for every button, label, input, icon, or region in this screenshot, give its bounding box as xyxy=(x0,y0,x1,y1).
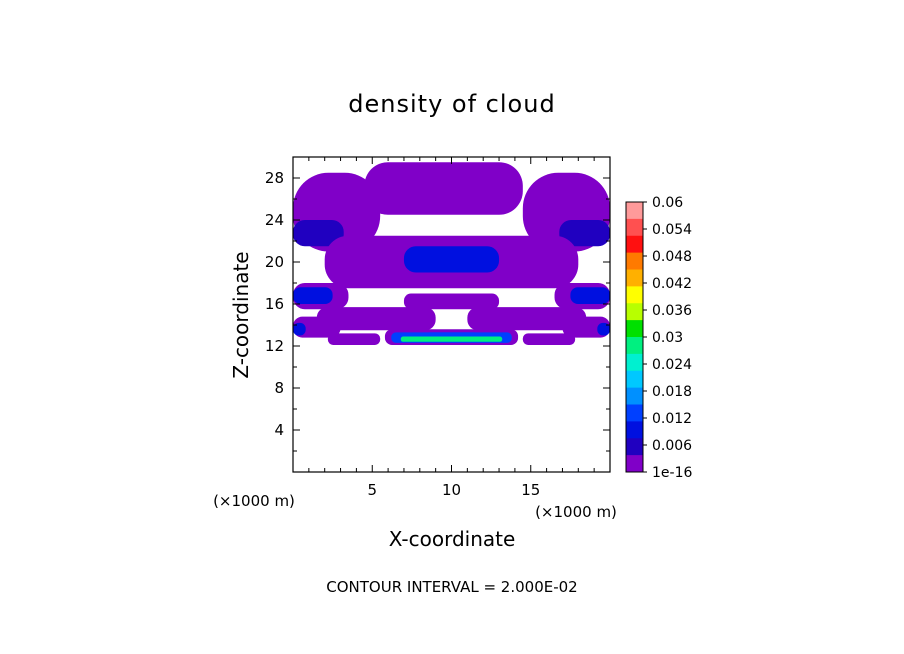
colorbar-label: 0.06 xyxy=(652,195,683,211)
chart-title: density of cloud xyxy=(348,90,555,118)
colorbar-swatch xyxy=(626,269,643,287)
colorbar-label: 0.048 xyxy=(652,249,692,265)
colorbar-swatch xyxy=(626,320,643,338)
colorbar-label: 1e-16 xyxy=(652,465,692,481)
contour-region xyxy=(293,220,344,247)
contour-region xyxy=(293,287,333,304)
colorbar-label: 0.012 xyxy=(652,411,692,427)
colorbar-labels: 0.06 0.054 0.048 0.042 0.036 0.03 0.024 0.018 0.… xyxy=(643,195,692,481)
contour-region xyxy=(467,307,587,331)
contour-region xyxy=(293,322,306,336)
colorbar xyxy=(626,202,643,473)
colorbar-swatch xyxy=(626,421,643,439)
y-tick-label: 4 xyxy=(274,421,284,439)
x-unit-right: (×1000 m) xyxy=(535,503,617,521)
y-tick-label: 20 xyxy=(265,253,284,271)
contour-region xyxy=(522,333,576,345)
colorbar-swatch xyxy=(626,235,643,254)
contour-region xyxy=(570,287,610,304)
contour-region xyxy=(400,336,503,342)
contour-region xyxy=(327,333,381,345)
colorbar-label: 0.018 xyxy=(652,384,692,400)
contour-region xyxy=(597,322,610,336)
colorbar-swatch xyxy=(626,286,643,304)
colorbar-swatch xyxy=(626,218,643,237)
colorbar-label: 0.042 xyxy=(652,276,692,292)
contour-region xyxy=(364,162,523,215)
colorbar-label: 0.054 xyxy=(652,222,692,238)
contour-region xyxy=(559,220,610,247)
x-axis-ticks: 5 10 15 xyxy=(308,157,595,499)
colorbar-swatch xyxy=(626,202,643,220)
colorbar-swatch xyxy=(626,404,643,422)
contour-region xyxy=(316,307,436,331)
y-tick-label: 12 xyxy=(265,337,284,355)
colorbar-swatch xyxy=(626,455,643,473)
colorbar-swatch xyxy=(626,337,643,355)
x-axis-label: X-coordinate xyxy=(389,527,516,551)
contour-regions xyxy=(293,162,610,345)
y-tick-label: 8 xyxy=(274,379,284,397)
y-axis-label: Z-coordinate xyxy=(229,251,253,378)
colorbar-label: 0.036 xyxy=(652,303,692,319)
colorbar-swatch xyxy=(626,387,643,405)
colorbar-label: 0.024 xyxy=(652,357,692,373)
y-tick-label: 24 xyxy=(265,211,284,229)
y-axis-ticks: 4 8 12 16 20 24 28 xyxy=(265,169,610,452)
colorbar-swatch xyxy=(626,438,643,456)
colorbar-swatch xyxy=(626,353,643,372)
colorbar-swatch xyxy=(626,252,643,270)
contour-region xyxy=(403,293,500,310)
contour-fields xyxy=(293,162,610,345)
contour-region xyxy=(427,332,476,336)
x-tick-label: 5 xyxy=(367,481,377,499)
colorbar-label: 0.03 xyxy=(652,330,683,346)
colorbar-swatch xyxy=(626,303,643,321)
colorbar-swatch xyxy=(626,370,643,389)
y-tick-label: 28 xyxy=(265,169,284,187)
colorbar-label: 0.006 xyxy=(652,438,692,454)
x-tick-label: 10 xyxy=(442,481,461,499)
x-unit-left: (×1000 m) xyxy=(213,492,295,510)
x-tick-label: 15 xyxy=(521,481,540,499)
y-tick-label: 16 xyxy=(265,295,284,313)
contour-interval-note: CONTOUR INTERVAL = 2.000E-02 xyxy=(326,578,577,596)
contour-region xyxy=(403,246,500,273)
